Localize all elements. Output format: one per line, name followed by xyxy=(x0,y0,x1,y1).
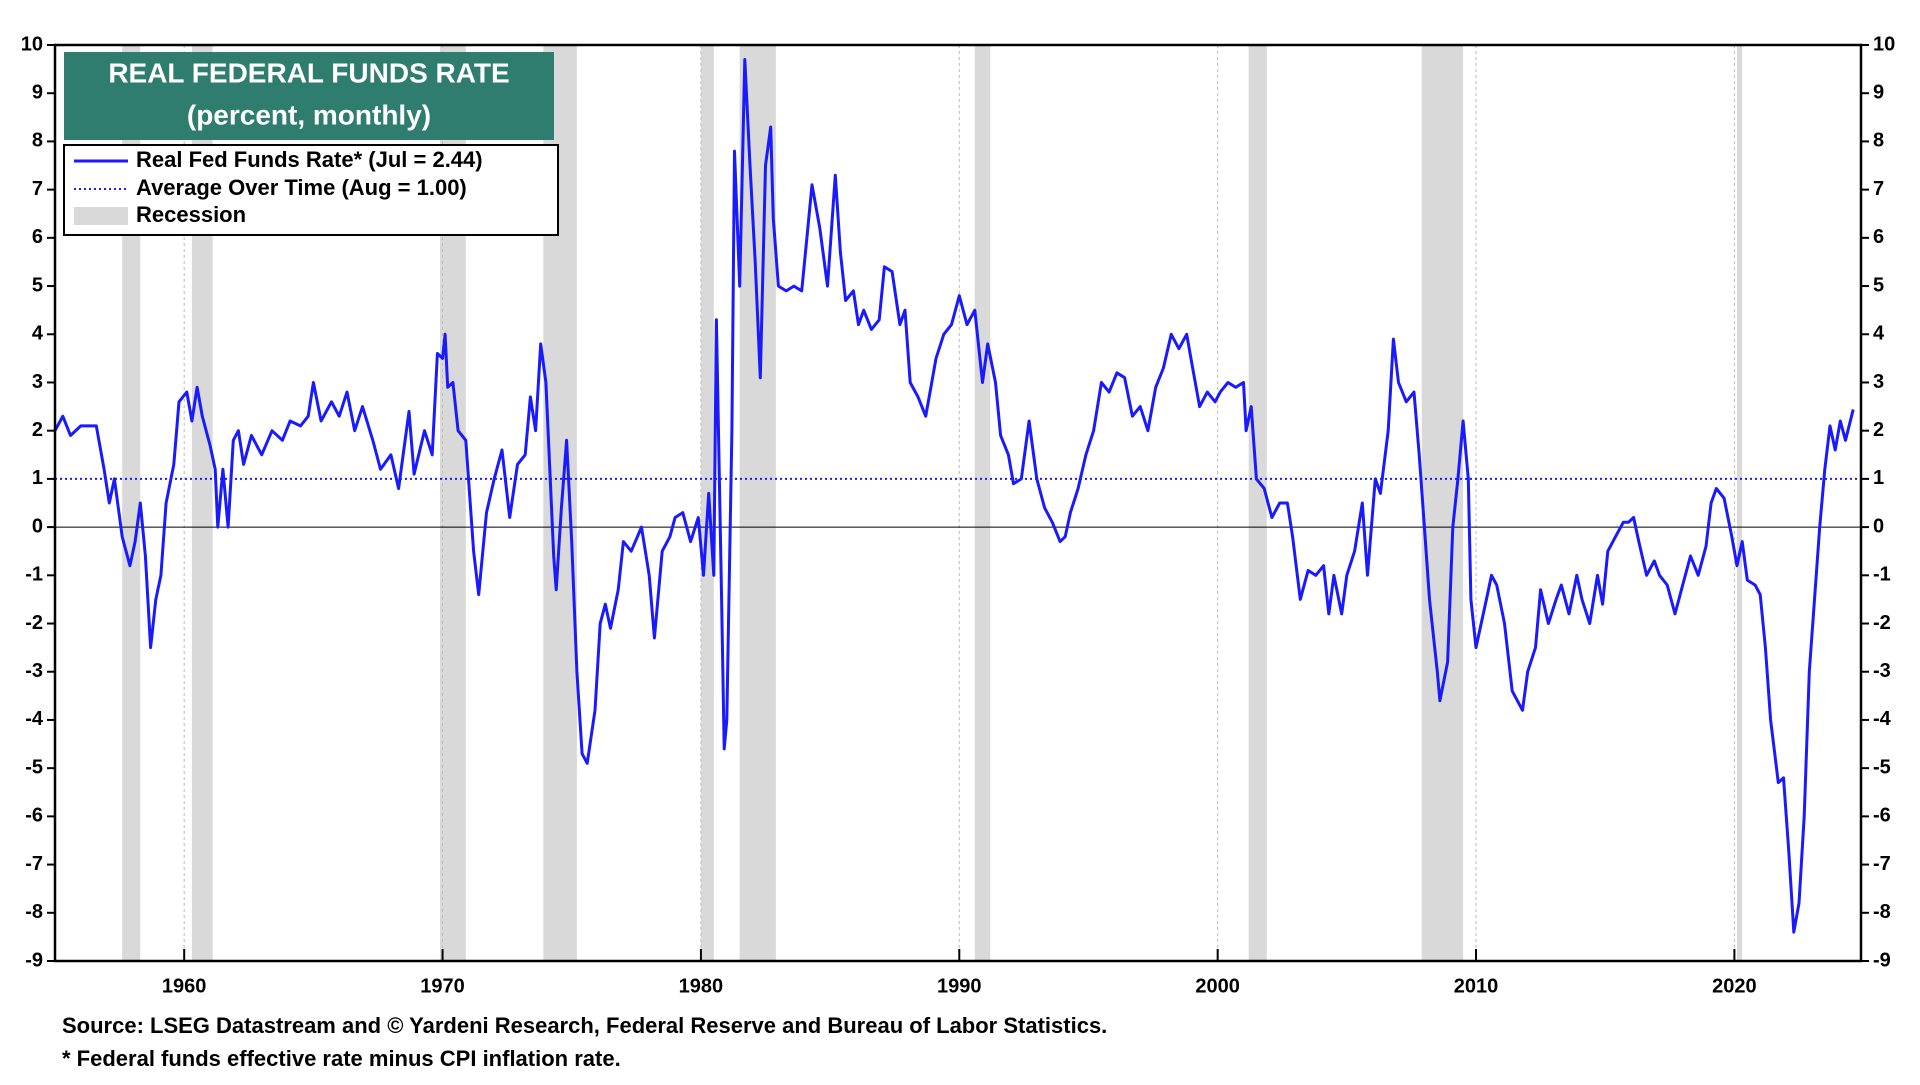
plot-frame xyxy=(53,43,1863,963)
y2-tick-label: 4 xyxy=(1873,323,1885,345)
y2-tick-label: 10 xyxy=(1873,33,1895,55)
y2-tick-label: 8 xyxy=(1873,130,1884,152)
y-tick-label: -4 xyxy=(25,708,44,730)
x-tick-label: 1990 xyxy=(937,975,982,997)
legend-label: Real Fed Funds Rate* (Jul = 2.44) xyxy=(136,147,483,172)
x-tick-label: 2020 xyxy=(1712,975,1757,997)
x-tick-label: 2010 xyxy=(1454,975,1499,997)
legend-box xyxy=(63,144,559,236)
y2-tick-label: -1 xyxy=(1873,564,1891,586)
y-tick-label: 4 xyxy=(32,323,44,345)
y-tick-label: 8 xyxy=(32,130,43,152)
y2-tick-label: 1 xyxy=(1873,467,1884,489)
axes-layer: 1960 1970 1980 1990 2000 2010 2020-9 -9-8 -8-7 -7… xyxy=(21,33,1896,997)
y2-tick-label: -4 xyxy=(1873,708,1892,730)
y2-tick-label: 3 xyxy=(1873,371,1884,393)
y2-tick-label: 9 xyxy=(1873,81,1884,103)
y-tick-label: -2 xyxy=(25,612,43,634)
y-tick-label: 7 xyxy=(32,178,43,200)
recession-band xyxy=(122,45,141,961)
recession-band xyxy=(1248,45,1267,961)
x-tick-label: 1970 xyxy=(420,975,465,997)
y2-tick-label: 7 xyxy=(1873,178,1884,200)
chart-subtitle: (percent, monthly) xyxy=(187,99,431,130)
y-tick-label: -9 xyxy=(25,949,43,971)
y-tick-label: 9 xyxy=(32,81,43,103)
y-tick-label: 6 xyxy=(32,226,43,248)
footnote: * Federal funds effective rate minus CPI… xyxy=(62,1046,621,1071)
y2-tick-label: 6 xyxy=(1873,226,1884,248)
recession-band xyxy=(739,45,776,961)
source-note: Source: LSEG Datastream and © Yardeni Re… xyxy=(62,1013,1107,1038)
y2-tick-label: 5 xyxy=(1873,274,1884,296)
y-tick-label: -8 xyxy=(25,901,43,923)
y-tick-label: 10 xyxy=(21,33,43,55)
y-tick-label: 0 xyxy=(32,515,43,537)
legend-swatch xyxy=(74,207,128,225)
y-tick-label: -1 xyxy=(25,564,43,586)
y2-tick-label: -7 xyxy=(1873,853,1891,875)
y2-tick-label: -8 xyxy=(1873,901,1891,923)
y2-tick-label: 2 xyxy=(1873,419,1884,441)
recession-band xyxy=(191,45,213,961)
y-tick-label: -3 xyxy=(25,660,43,682)
legend-label: Average Over Time (Aug = 1.00) xyxy=(136,175,467,200)
y2-tick-label: -6 xyxy=(1873,805,1891,827)
y-tick-label: -5 xyxy=(25,756,43,778)
y2-tick-label: -2 xyxy=(1873,612,1891,634)
recession-band xyxy=(1421,45,1464,961)
y2-tick-label: -3 xyxy=(1873,660,1891,682)
y-tick-label: 2 xyxy=(32,419,43,441)
x-tick-label: 1960 xyxy=(162,975,207,997)
x-tick-label: 1980 xyxy=(679,975,724,997)
y-tick-label: 3 xyxy=(32,371,43,393)
y-tick-label: 1 xyxy=(32,467,43,489)
chart-title: REAL FEDERAL FUNDS RATE xyxy=(108,57,509,88)
y2-tick-label: 0 xyxy=(1873,515,1884,537)
recession-band xyxy=(1736,45,1743,961)
y-tick-label: 5 xyxy=(32,274,43,296)
recession-band xyxy=(974,45,991,961)
y-tick-label: -6 xyxy=(25,805,43,827)
recession-layer xyxy=(122,45,1743,961)
line-layer xyxy=(53,58,1861,934)
legend-label: Recession xyxy=(136,202,246,227)
y2-tick-label: -5 xyxy=(1873,756,1891,778)
legend: Real Fed Funds Rate* (Jul = 2.44) Average… xyxy=(74,147,483,227)
x-tick-label: 2000 xyxy=(1195,975,1240,997)
data-line xyxy=(53,58,1855,934)
title-box xyxy=(64,52,554,140)
y-tick-label: -7 xyxy=(25,853,43,875)
y2-tick-label: -9 xyxy=(1873,949,1891,971)
